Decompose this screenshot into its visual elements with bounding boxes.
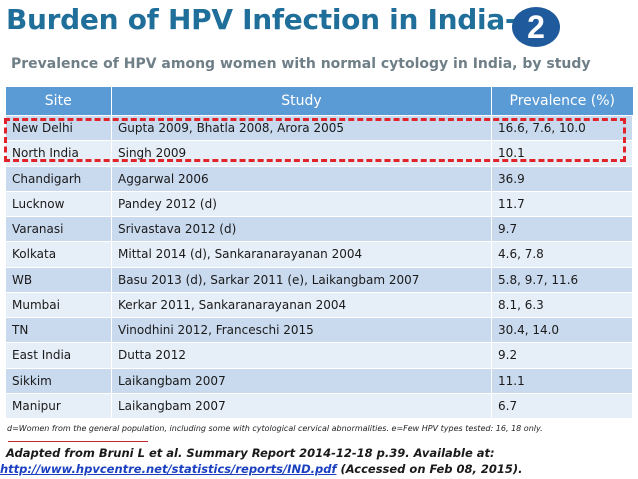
study-cell: Aggarwal 2006 — [111, 165, 492, 192]
table-row: Chandigarh Aggarwal 2006 36.9 — [5, 165, 633, 192]
table-row: North India Singh 2009 10.1 — [5, 140, 633, 167]
slide-subtitle: Prevalence of HPV among women with norma… — [11, 56, 591, 72]
study-cell: Vinodhini 2012, Franceschi 2015 — [111, 316, 492, 344]
prevalence-cell: 5.8, 9.7, 11.6 — [491, 266, 633, 293]
table-row: Mumbai Kerkar 2011, Sankaranarayanan 2004… — [5, 291, 633, 319]
table-row: Manipur Laikangbam 2007 6.7 — [5, 392, 633, 420]
table-row: Varanasi Srivastava 2012 (d) 9.7 — [5, 215, 633, 243]
header-study: Study — [111, 87, 492, 116]
site-cell: New Delhi — [5, 114, 112, 142]
table-row: WB Basu 2013 (d), Sarkar 2011 (e), Laikan… — [5, 266, 633, 293]
table-row: Sikkim Laikangbam 2007 11.1 — [5, 367, 633, 394]
header-site: Site — [5, 87, 112, 116]
table-row: New Delhi Gupta 2009, Bhatla 2008, Arora … — [5, 114, 633, 142]
prevalence-cell: 11.1 — [491, 367, 633, 394]
source-line-2: http://www.hpvcentre.net/statistics/repo… — [0, 461, 636, 477]
prevalence-cell: 6.7 — [491, 392, 633, 420]
source-link[interactable]: http://www.hpvcentre.net/statistics/repo… — [0, 462, 337, 476]
footnote: d=Women from the general population, inc… — [7, 424, 543, 433]
study-cell: Kerkar 2011, Sankaranarayanan 2004 — [111, 291, 492, 319]
study-cell: Mittal 2014 (d), Sankaranarayanan 2004 — [111, 241, 492, 268]
site-cell: Varanasi — [5, 215, 112, 243]
study-cell: Laikangbam 2007 — [111, 367, 492, 394]
study-cell: Basu 2013 (d), Sarkar 2011 (e), Laikangb… — [111, 266, 492, 293]
header-prevalence: Prevalence (%) — [491, 87, 633, 116]
site-cell: East India — [5, 342, 112, 369]
source-divider — [8, 441, 148, 442]
study-cell: Gupta 2009, Bhatla 2008, Arora 2005 — [111, 114, 492, 142]
slide-title: Burden of HPV Infection in India- — [6, 3, 517, 36]
prevalence-cell: 4.6, 7.8 — [491, 241, 633, 268]
prevalence-cell: 11.7 — [491, 190, 633, 218]
site-cell: North India — [5, 140, 112, 167]
prevalence-cell: 16.6, 7.6, 10.0 — [491, 114, 633, 142]
table-body: New Delhi Gupta 2009, Bhatla 2008, Arora … — [5, 114, 633, 420]
prevalence-table: Site Study Prevalence (%) New Delhi Gupta… — [5, 87, 633, 420]
source-citation: Adapted from Bruni L et al. Summary Repo… — [0, 445, 636, 477]
site-cell: Chandigarh — [5, 165, 112, 192]
site-cell: Sikkim — [5, 367, 112, 394]
site-cell: Mumbai — [5, 291, 112, 319]
table-row: Kolkata Mittal 2014 (d), Sankaranarayanan… — [5, 241, 633, 268]
site-cell: Manipur — [5, 392, 112, 420]
prevalence-cell: 9.2 — [491, 342, 633, 369]
prevalence-cell: 30.4, 14.0 — [491, 316, 633, 344]
site-cell: WB — [5, 266, 112, 293]
prevalence-cell: 10.1 — [491, 140, 633, 167]
site-cell: TN — [5, 316, 112, 344]
site-cell: Kolkata — [5, 241, 112, 268]
source-accessed: (Accessed on Feb 08, 2015). — [336, 462, 523, 476]
prevalence-cell: 9.7 — [491, 215, 633, 243]
table-row: East India Dutta 2012 9.2 — [5, 342, 633, 369]
site-cell: Lucknow — [5, 190, 112, 218]
study-cell: Srivastava 2012 (d) — [111, 215, 492, 243]
study-cell: Laikangbam 2007 — [111, 392, 492, 420]
study-cell: Pandey 2012 (d) — [111, 190, 492, 218]
slide-number-badge: 2 — [512, 7, 560, 47]
table-row: TN Vinodhini 2012, Franceschi 2015 30.4, 1… — [5, 316, 633, 344]
study-cell: Singh 2009 — [111, 140, 492, 167]
study-cell: Dutta 2012 — [111, 342, 492, 369]
table-header-row: Site Study Prevalence (%) — [5, 87, 633, 116]
prevalence-cell: 36.9 — [491, 165, 633, 192]
source-line-1: Adapted from Bruni L et al. Summary Repo… — [6, 446, 495, 460]
prevalence-cell: 8.1, 6.3 — [491, 291, 633, 319]
table-row: Lucknow Pandey 2012 (d) 11.7 — [5, 190, 633, 218]
